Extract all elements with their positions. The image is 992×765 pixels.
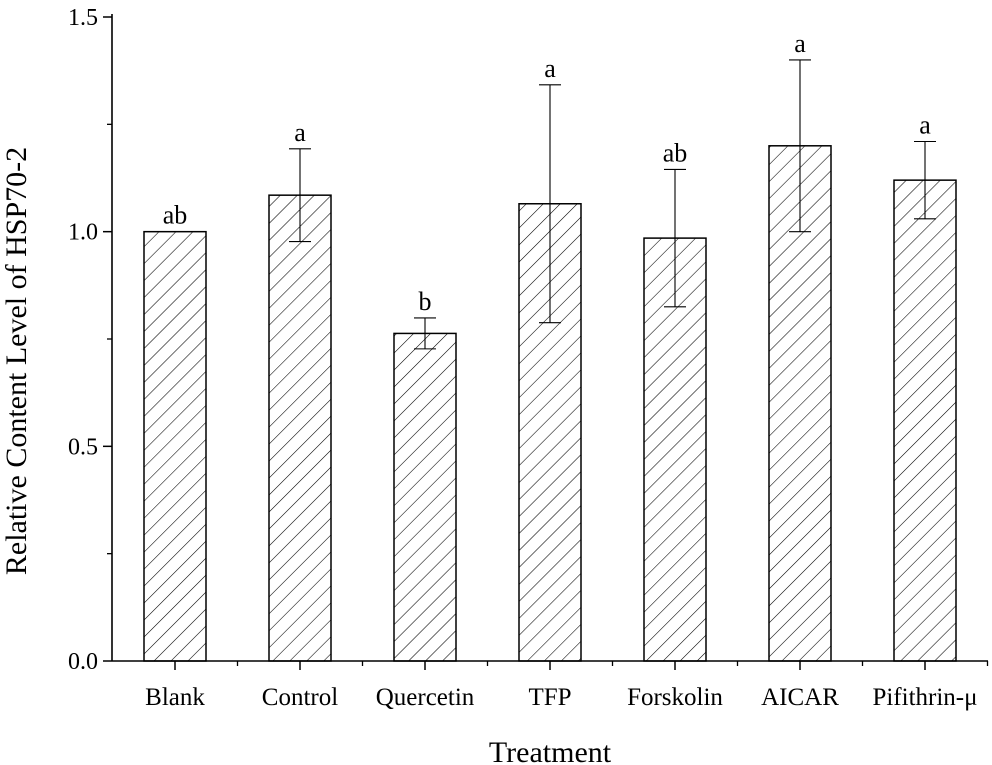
error-bars-layer bbox=[289, 59, 936, 350]
x-tick-label: Forskolin bbox=[627, 684, 723, 711]
significance-label: a bbox=[919, 111, 931, 140]
significance-label: ab bbox=[163, 201, 188, 230]
x-tick-label: Pifithrin-μ bbox=[872, 684, 977, 711]
bar bbox=[393, 332, 457, 662]
significance-label: a bbox=[294, 118, 306, 147]
significance-label: ab bbox=[663, 138, 688, 167]
y-tick-label: 1.5 bbox=[68, 5, 98, 31]
x-tick-label: Control bbox=[262, 684, 338, 711]
x-axis-title: Treatment bbox=[489, 736, 612, 765]
significance-label: a bbox=[794, 29, 806, 58]
bar bbox=[643, 237, 707, 662]
y-axis-title: Relative Content Level of HSP70-2 bbox=[0, 147, 33, 575]
significance-label: b bbox=[419, 287, 432, 316]
y-tick-label: 0.5 bbox=[68, 434, 98, 460]
x-tick-label: TFP bbox=[528, 684, 571, 711]
x-tick-label: Blank bbox=[145, 684, 205, 711]
significance-label: a bbox=[544, 54, 556, 83]
y-ticks-layer: 0.0 0.5 1.0 1.5 bbox=[68, 5, 112, 675]
y-tick-label: 1.0 bbox=[68, 220, 98, 246]
bar bbox=[268, 194, 332, 662]
bar bbox=[143, 230, 207, 662]
x-tick-label: Quercetin bbox=[376, 684, 475, 711]
y-tick-label: 0.0 bbox=[68, 649, 98, 675]
bar bbox=[893, 179, 957, 662]
x-tick-label: AICAR bbox=[761, 684, 839, 711]
x-ticks-layer: Blank Control Quercetin TFP Forskolin AICAR Pi… bbox=[145, 661, 989, 711]
